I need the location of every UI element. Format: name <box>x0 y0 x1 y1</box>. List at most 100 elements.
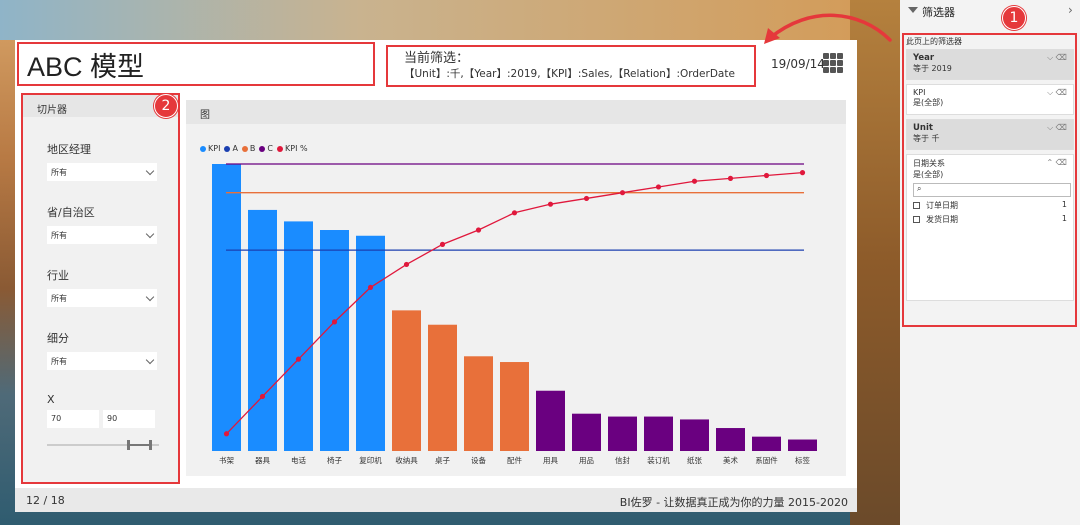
bar <box>356 235 385 451</box>
slicer-dropdown[interactable]: 所有 <box>47 289 157 307</box>
slider-handle-max[interactable] <box>149 440 152 450</box>
chevron-down-icon <box>145 292 155 301</box>
bar <box>212 164 241 451</box>
filter-search-input[interactable]: ⌕ <box>913 183 1071 197</box>
legend-label: KPI <box>208 144 221 153</box>
legend-label: B <box>249 144 256 153</box>
kpi-percent-point <box>403 261 410 268</box>
filter-option-label: 订单日期 <box>926 201 958 210</box>
slicer-region-manager: 地区经理 所有 <box>47 141 157 181</box>
legend-item[interactable]: C <box>259 144 273 153</box>
filter-card-unit[interactable]: Unit 等于 千 ⌵ ⌫ <box>906 119 1074 150</box>
filter-option[interactable]: 订单日期 1 <box>913 200 1067 211</box>
footer-brand: BI佐罗 - 让数据真正成为你的力量 2015-2020 <box>619 496 848 509</box>
chart-panel: 图 KPI A B C KPI % 书架 器具 电话 椅子 复印机 收纳具 桌子 设备 配件 用具 用品 信封… <box>186 100 846 476</box>
bar <box>464 356 493 451</box>
grid-icon[interactable] <box>823 53 843 73</box>
slicer-industry: 行业 所有 <box>47 267 157 307</box>
bar <box>320 230 349 451</box>
legend-label: C <box>267 144 274 153</box>
x-tick-label: 椅子 <box>327 455 342 465</box>
legend-item[interactable]: KPI <box>200 144 220 153</box>
legend-item[interactable]: A <box>224 144 238 153</box>
legend-item[interactable]: KPI % <box>277 144 308 153</box>
slicer-segment: 细分 所有 <box>47 330 157 370</box>
slicer-province: 省/自治区 所有 <box>47 204 157 244</box>
chevron-down-icon <box>145 355 155 364</box>
bar <box>608 416 637 451</box>
slicer-panel: 切片器 地区经理 所有 省/自治区 所有 行业 所有 细分 所有 X 70 9 <box>21 93 180 484</box>
page-title: ABC 模型 <box>17 42 375 86</box>
filter-option-label: 发货日期 <box>926 215 958 224</box>
filter-card-value: 等于 2019 <box>913 64 952 73</box>
bar <box>716 428 745 451</box>
slicer-dropdown[interactable]: 所有 <box>47 352 157 370</box>
filter-card-kpi[interactable]: KPI 是(全部) ⌵ ⌫ <box>906 84 1074 115</box>
chevron-right-icon[interactable]: › <box>1068 3 1073 17</box>
x-tick-label: 标签 <box>795 455 810 465</box>
bar <box>644 416 673 451</box>
slicer-label: 行业 <box>47 269 69 282</box>
kpi-percent-point <box>295 356 302 362</box>
annotation-arrow <box>764 13 892 44</box>
chevron-eraser-icon[interactable]: ⌵ ⌫ <box>1047 53 1067 62</box>
x-tick-label: 复印机 <box>359 455 382 465</box>
chevron-eraser-icon[interactable]: ⌵ ⌫ <box>1047 88 1067 97</box>
slicer-dropdown-value: 所有 <box>51 293 67 303</box>
filter-card-date-relation[interactable]: 日期关系 是(全部) ⌃ ⌫ ⌕ 订单日期 1 发货日期 1 <box>906 154 1074 301</box>
pareto-chart: 书架 器具 电话 椅子 复印机 收纳具 桌子 设备 配件 用具 用品 信封 装订机 纸张 美术 系固件 标签 <box>212 163 817 465</box>
slicer-x: X 70 90 <box>47 393 159 450</box>
slicer-dropdown[interactable]: 所有 <box>47 226 157 244</box>
slicer-label: 省/自治区 <box>47 206 95 219</box>
legend-swatch <box>277 145 284 152</box>
legend-swatch <box>241 145 248 152</box>
annotation-badge-1: 1 <box>1002 6 1026 30</box>
legend-label: KPI % <box>285 144 308 153</box>
checkbox[interactable] <box>913 202 920 209</box>
slider-handle-min[interactable] <box>127 440 130 450</box>
slicer-label: 地区经理 <box>47 143 91 156</box>
filter-option-count: 1 <box>1061 200 1067 209</box>
filter-card-name: Unit <box>913 123 933 133</box>
chevron-down-icon <box>145 229 155 238</box>
slicer-dropdown-value: 所有 <box>51 230 67 240</box>
x-min-input[interactable]: 70 <box>47 410 99 428</box>
x-tick-label: 配件 <box>507 455 522 465</box>
kpi-percent-point <box>259 393 266 400</box>
kpi-percent-point <box>691 178 698 184</box>
background-cliff <box>850 0 900 525</box>
x-tick-label: 美术 <box>723 455 738 465</box>
bar <box>392 310 421 451</box>
x-tick-label: 桌子 <box>435 455 450 465</box>
legend-item[interactable]: B <box>241 144 256 153</box>
filter-section-label: 此页上的筛选器 <box>906 37 962 46</box>
filter-option-count: 1 <box>1061 214 1067 223</box>
annotation-badge-2: 2 <box>154 94 178 118</box>
x-range-slider[interactable] <box>47 440 159 450</box>
filter-card-value: 是(全部) <box>913 98 944 107</box>
filter-option[interactable]: 发货日期 1 <box>913 214 1067 225</box>
filter-card-year[interactable]: Year 等于 2019 ⌵ ⌫ <box>906 49 1074 80</box>
checkbox[interactable] <box>913 216 920 223</box>
filter-card-value: 等于 千 <box>913 134 940 143</box>
legend-swatch <box>200 145 206 152</box>
x-tick-label: 纸张 <box>687 455 702 465</box>
x-max-input[interactable]: 90 <box>103 410 155 428</box>
kpi-percent-point <box>583 195 590 202</box>
filter-card-name: KPI <box>913 88 926 97</box>
filter-card-name: Year <box>913 53 935 63</box>
background-sky <box>0 0 900 40</box>
slicer-dropdown[interactable]: 所有 <box>47 163 157 181</box>
filter-pane-title-text: 筛选器 <box>922 6 955 19</box>
page-number: 12 / 18 <box>26 494 65 507</box>
slicer-dropdown-value: 所有 <box>51 167 67 177</box>
current-filter-text: 【Unit】:千,【Year】:2019,【KPI】:Sales,【Relati… <box>404 68 735 80</box>
x-tick-label: 书架 <box>219 455 234 465</box>
slicer-label: X <box>47 393 55 406</box>
x-tick-label: 收纳具 <box>395 455 418 465</box>
chevron-eraser-icon[interactable]: ⌵ ⌫ <box>1047 123 1067 132</box>
chevron-down-icon <box>145 166 155 175</box>
kpi-percent-point <box>511 210 518 216</box>
chevron-up-icon[interactable]: ⌃ ⌫ <box>1046 158 1067 167</box>
filter-card-value: 是(全部) <box>913 170 944 179</box>
